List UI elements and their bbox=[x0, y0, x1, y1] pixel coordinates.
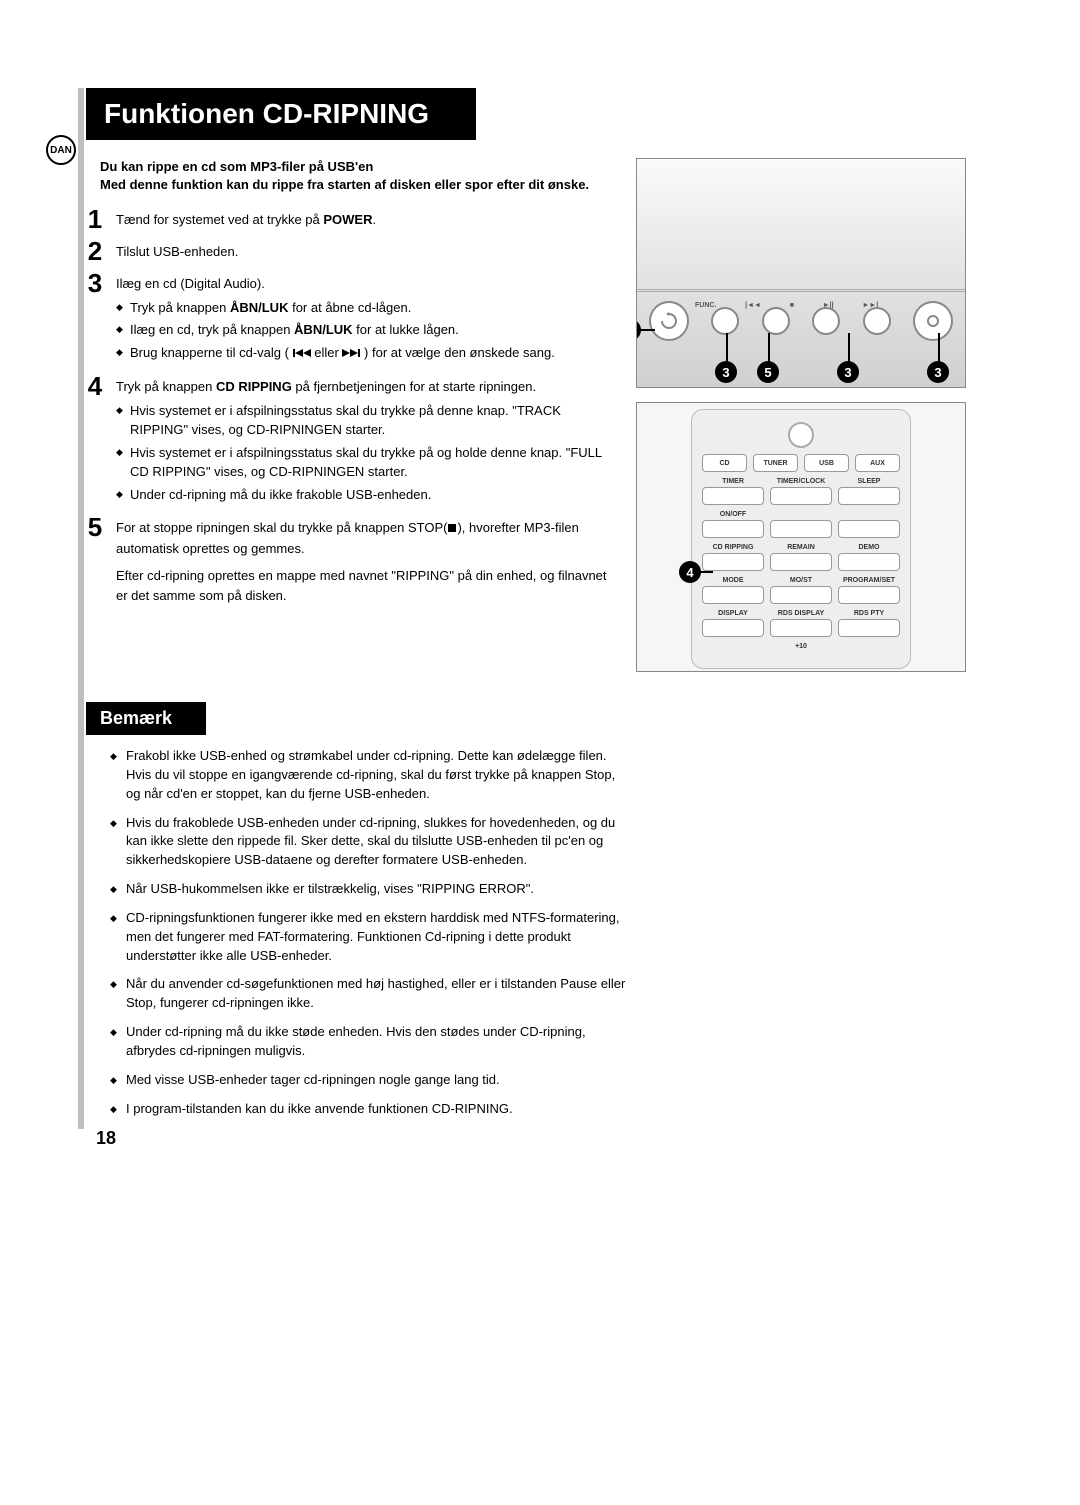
step-number: 1 bbox=[84, 206, 106, 232]
remote-btn-aux: AUX bbox=[855, 454, 900, 472]
step: 3 Ilæg en cd (Digital Audio). Tryk på kn… bbox=[84, 270, 618, 367]
step: 2 Tilslut USB-enheden. bbox=[84, 238, 618, 264]
remote-btn bbox=[838, 487, 900, 505]
steps-list: 1 Tænd for systemet ved at trykke på POW… bbox=[84, 206, 618, 605]
device-diagram: FUNC. |◄◄ ■ ►|| ►►| bbox=[636, 158, 966, 388]
remote-btn-usb: USB bbox=[804, 454, 849, 472]
note-item: CD-ripningsfunktionen fungerer ikke med … bbox=[110, 909, 630, 966]
remote-btn bbox=[770, 520, 832, 538]
callout-badge: 3 bbox=[837, 361, 859, 383]
note-item: Under cd-ripning må du ikke støde enhede… bbox=[110, 1023, 630, 1061]
note-item: Frakobl ikke USB-enhed og strømkabel und… bbox=[110, 747, 630, 804]
note-item: Når USB-hukommelsen ikke er tilstrækkeli… bbox=[110, 880, 630, 899]
note-item: I program-tilstanden kan du ikke anvende… bbox=[110, 1100, 630, 1119]
intro-text: Du kan rippe en cd som MP3-filer på USB'… bbox=[100, 158, 618, 194]
remote-btn bbox=[702, 487, 764, 505]
remote-btn bbox=[770, 487, 832, 505]
prev-button bbox=[711, 307, 739, 335]
remote-btn bbox=[702, 553, 764, 571]
language-badge: DAN bbox=[46, 135, 76, 165]
remote-btn bbox=[770, 619, 832, 637]
remote-btn-cd: CD bbox=[702, 454, 747, 472]
stop-button bbox=[762, 307, 790, 335]
callout-badge: 4 bbox=[679, 561, 701, 583]
next-track-icon bbox=[342, 344, 360, 364]
remote-btn bbox=[702, 619, 764, 637]
step: 4 Tryk på knappen CD RIPPING på fjernbet… bbox=[84, 373, 618, 508]
remote-btn bbox=[770, 586, 832, 604]
step-number: 2 bbox=[84, 238, 106, 264]
step: 5 For at stoppe ripningen skal du trykke… bbox=[84, 514, 618, 605]
remote-diagram: CD TUNER USB AUX TIMER TIMER/CLOCK SLEEP bbox=[636, 402, 966, 672]
remote-btn bbox=[702, 520, 764, 538]
note-heading: Bemærk bbox=[86, 702, 206, 735]
step: 1 Tænd for systemet ved at trykke på POW… bbox=[84, 206, 618, 232]
callout-badge: 3 bbox=[927, 361, 949, 383]
remote-btn bbox=[838, 586, 900, 604]
remote-btn bbox=[770, 553, 832, 571]
remote-btn bbox=[838, 553, 900, 571]
callout-badge: 5 bbox=[757, 361, 779, 383]
page-title: Funktionen CD-RIPNING bbox=[86, 88, 476, 140]
func-button bbox=[649, 301, 689, 341]
remote-btn-tuner: TUNER bbox=[753, 454, 798, 472]
step-number: 3 bbox=[84, 270, 106, 296]
remote-btn bbox=[838, 619, 900, 637]
step-number: 4 bbox=[84, 373, 106, 399]
play-pause-button bbox=[812, 307, 840, 335]
notes-list: Frakobl ikke USB-enhed og strømkabel und… bbox=[110, 747, 630, 1119]
note-item: Med visse USB-enheder tager cd-ripningen… bbox=[110, 1071, 630, 1090]
stop-icon bbox=[447, 519, 457, 539]
note-item: Hvis du frakoblede USB-enheden under cd-… bbox=[110, 814, 630, 871]
callout-badge: 3 bbox=[715, 361, 737, 383]
remote-btn bbox=[702, 586, 764, 604]
next-button bbox=[863, 307, 891, 335]
right-knob bbox=[913, 301, 953, 341]
remote-btn bbox=[838, 520, 900, 538]
prev-track-icon bbox=[293, 344, 311, 364]
note-item: Når du anvender cd-søgefunktionen med hø… bbox=[110, 975, 630, 1013]
step-number: 5 bbox=[84, 514, 106, 540]
page-number: 18 bbox=[96, 1128, 116, 1149]
